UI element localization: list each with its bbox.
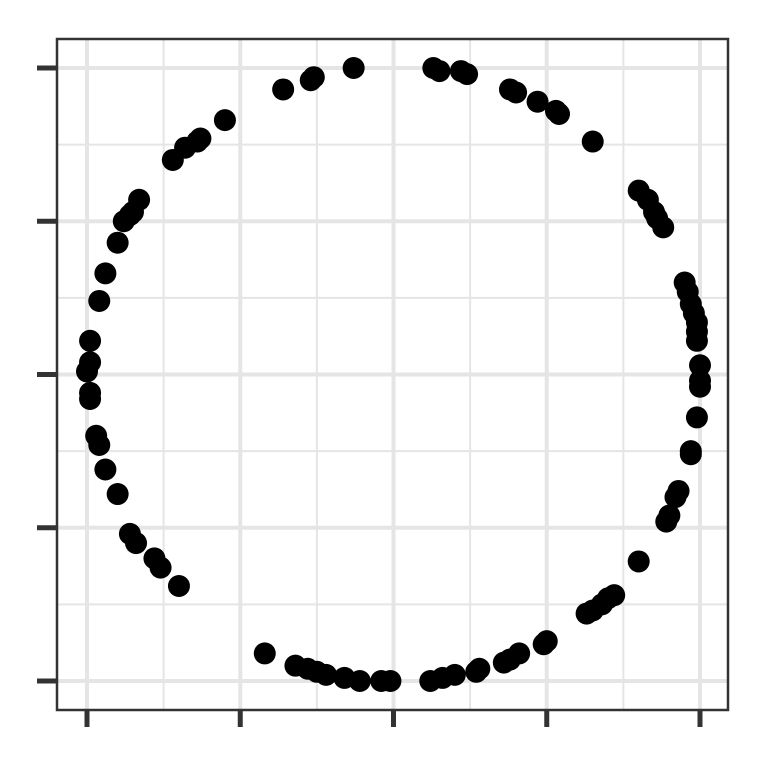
data-point: [343, 57, 365, 79]
data-point: [162, 149, 184, 171]
data-point: [88, 290, 110, 312]
data-point: [533, 633, 555, 655]
data-point: [686, 330, 708, 352]
data-point: [505, 82, 527, 104]
data-point: [652, 216, 674, 238]
data-point: [272, 78, 294, 100]
data-point: [254, 642, 276, 664]
data-point: [79, 388, 101, 410]
data-point: [168, 575, 190, 597]
data-point: [88, 434, 110, 456]
data-point: [444, 664, 466, 686]
data-point: [689, 376, 711, 398]
data-point: [576, 603, 598, 625]
data-point: [456, 63, 478, 85]
data-point: [428, 60, 450, 82]
data-point: [582, 131, 604, 153]
data-point: [150, 557, 172, 579]
data-point: [125, 532, 147, 554]
data-point: [79, 330, 101, 352]
data-point: [107, 483, 129, 505]
data-point: [548, 103, 570, 125]
data-point: [76, 360, 98, 382]
data-point: [655, 511, 677, 533]
data-point: [300, 69, 322, 91]
data-point: [680, 443, 702, 465]
data-point: [468, 658, 490, 680]
data-point: [493, 652, 515, 674]
data-point: [94, 459, 116, 481]
data-point: [214, 109, 236, 131]
data-point: [107, 232, 129, 254]
data-point: [349, 670, 371, 692]
data-point: [113, 210, 135, 232]
data-point: [94, 262, 116, 284]
data-point: [628, 550, 650, 572]
data-point: [379, 670, 401, 692]
grid-lines: [57, 39, 728, 710]
data-point: [686, 406, 708, 428]
data-point: [315, 664, 337, 686]
